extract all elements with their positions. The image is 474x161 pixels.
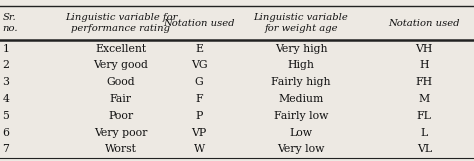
Text: F: F (195, 94, 203, 104)
Text: Poor: Poor (108, 111, 134, 121)
Text: Sr.
no.: Sr. no. (2, 13, 18, 33)
Text: Good: Good (107, 77, 135, 87)
Text: E: E (195, 44, 203, 54)
Text: 7: 7 (2, 144, 9, 154)
Text: M: M (419, 94, 430, 104)
Text: 3: 3 (2, 77, 9, 87)
Text: VL: VL (417, 144, 432, 154)
Text: Very poor: Very poor (94, 128, 147, 138)
Text: Very low: Very low (277, 144, 325, 154)
Text: Fairly low: Fairly low (274, 111, 328, 121)
Text: Medium: Medium (278, 94, 324, 104)
Text: Worst: Worst (105, 144, 137, 154)
Text: VP: VP (191, 128, 207, 138)
Text: 5: 5 (2, 111, 9, 121)
Text: Very high: Very high (275, 44, 327, 54)
Text: Fairly high: Fairly high (271, 77, 331, 87)
Text: FL: FL (417, 111, 432, 121)
Text: G: G (195, 77, 203, 87)
Text: L: L (420, 128, 428, 138)
Text: Low: Low (290, 128, 312, 138)
Text: 4: 4 (2, 94, 9, 104)
Text: Fair: Fair (110, 94, 132, 104)
Text: P: P (195, 111, 203, 121)
Text: Linguistic variable
for weight age: Linguistic variable for weight age (254, 13, 348, 33)
Text: Linguistic variable for
performance rating: Linguistic variable for performance rati… (64, 13, 177, 33)
Text: VG: VG (191, 60, 208, 70)
Text: Very good: Very good (93, 60, 148, 70)
Text: FH: FH (416, 77, 433, 87)
Text: High: High (288, 60, 314, 70)
Text: Notation used: Notation used (389, 19, 460, 28)
Text: H: H (419, 60, 429, 70)
Text: VH: VH (416, 44, 433, 54)
Text: Excellent: Excellent (95, 44, 146, 54)
Text: Notation used: Notation used (164, 19, 235, 28)
Text: 2: 2 (2, 60, 9, 70)
Text: 1: 1 (2, 44, 9, 54)
Text: 6: 6 (2, 128, 9, 138)
Text: W: W (193, 144, 205, 154)
